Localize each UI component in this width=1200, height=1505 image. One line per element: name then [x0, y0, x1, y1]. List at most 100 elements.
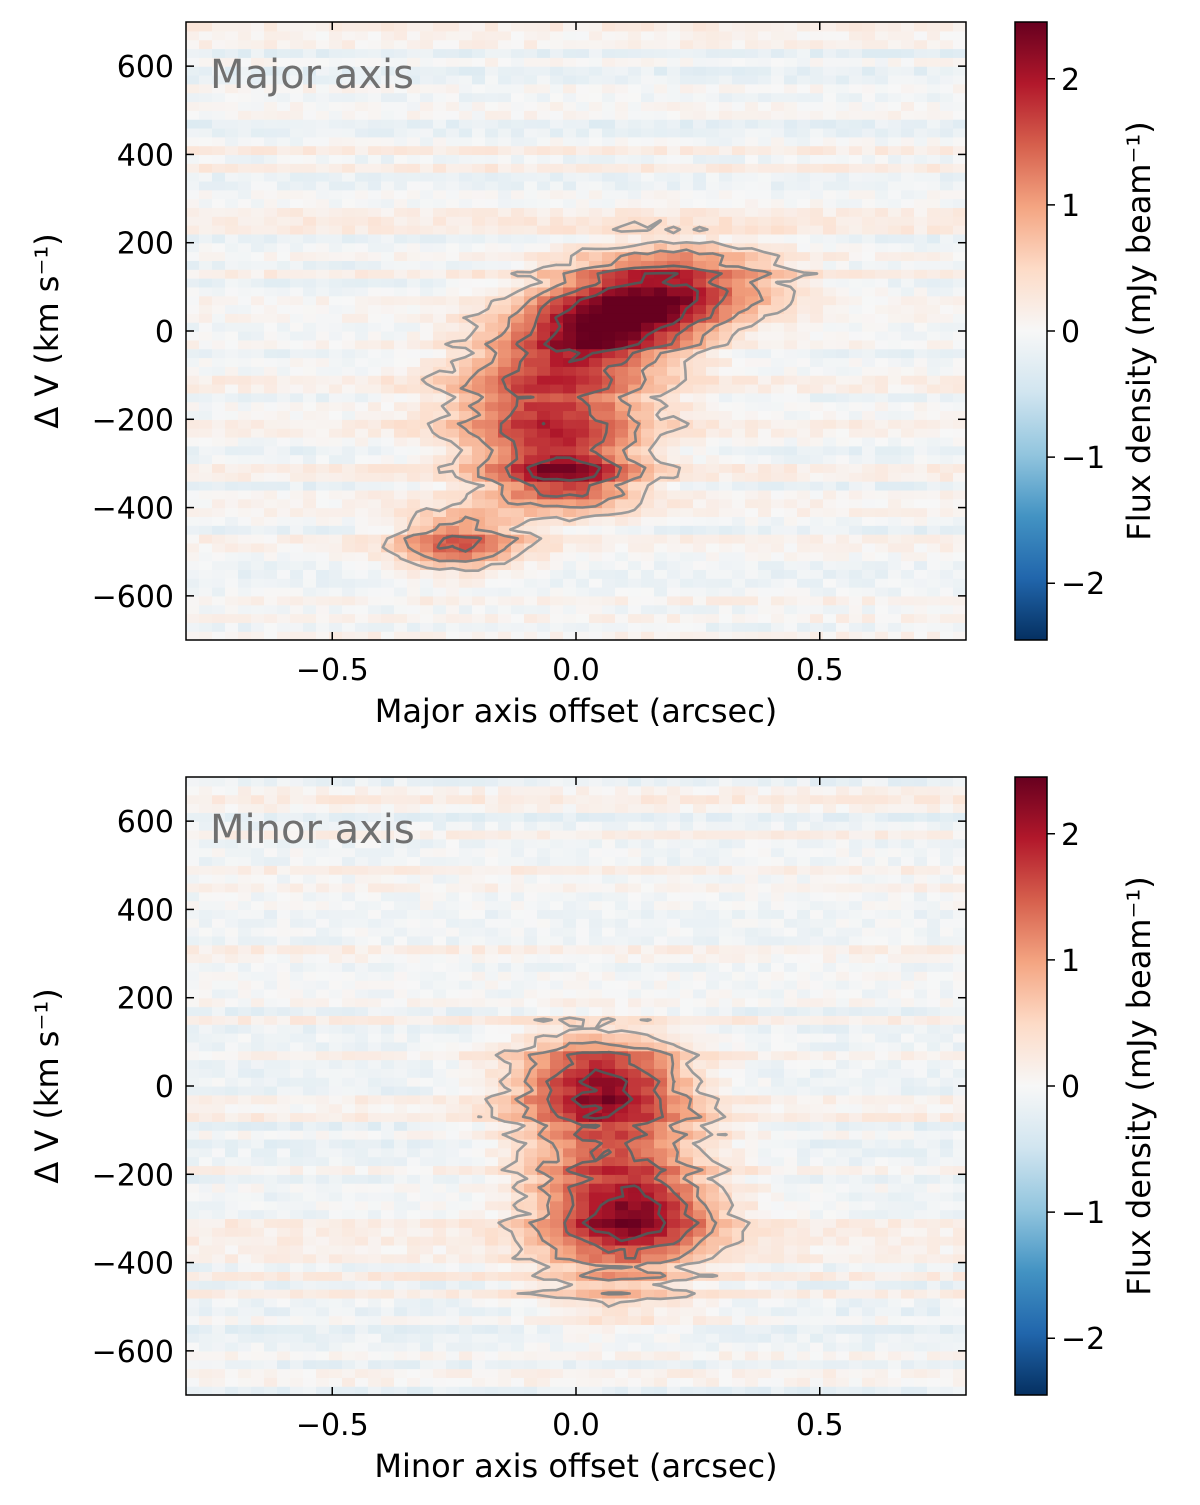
heatmap-cell [498, 489, 512, 500]
heatmap-cell [407, 1350, 421, 1361]
heatmap-cell [615, 472, 629, 482]
heatmap-cell [381, 507, 395, 517]
heatmap-cell [511, 525, 525, 535]
heatmap-cell [810, 39, 824, 50]
heatmap-cell [836, 189, 850, 200]
heatmap-cell [940, 357, 954, 367]
heatmap-cell [589, 22, 603, 32]
heatmap-cell [238, 286, 252, 297]
heatmap-cell [472, 207, 486, 217]
heatmap-cell [563, 613, 577, 623]
heatmap-cell [927, 189, 941, 200]
heatmap-cell [914, 313, 928, 323]
heatmap-cell [251, 207, 265, 217]
heatmap-cell [290, 1342, 304, 1352]
heatmap-cell [953, 489, 966, 500]
heatmap-cell [277, 419, 291, 429]
heatmap-cell [381, 569, 395, 579]
heatmap-cell [862, 534, 876, 544]
heatmap-cell [641, 1377, 655, 1387]
heatmap-cell [667, 587, 681, 597]
heatmap-cell [732, 375, 746, 385]
heatmap-cell [277, 163, 291, 173]
heatmap-cell [849, 127, 863, 138]
heatmap-cell [537, 481, 551, 491]
heatmap-cell [199, 57, 213, 67]
heatmap-cell [680, 1297, 694, 1308]
heatmap-cell [810, 233, 824, 244]
heatmap-cell [810, 1368, 824, 1378]
heatmap-cell [368, 560, 382, 570]
heatmap-cell [212, 481, 226, 491]
heatmap-cell [199, 419, 213, 429]
heatmap-cell [823, 1324, 837, 1334]
heatmap-cell [576, 304, 590, 314]
heatmap-cell [771, 1289, 785, 1299]
heatmap-cell [693, 304, 707, 314]
heatmap-cell [459, 587, 473, 597]
heatmap-cell [667, 198, 681, 208]
heatmap-cell [264, 348, 278, 359]
heatmap-cell [810, 101, 824, 111]
heatmap-cell [524, 101, 538, 111]
heatmap-cell [485, 339, 499, 350]
heatmap-cell [511, 331, 525, 341]
heatmap-cell [277, 454, 291, 465]
heatmap-cell [316, 631, 330, 640]
heatmap-cell [862, 180, 876, 191]
heatmap-cell [732, 313, 746, 323]
heatmap-cell [589, 286, 603, 297]
heatmap-cell [225, 1386, 239, 1395]
heatmap-cell [394, 233, 408, 244]
heatmap-cell [498, 1306, 512, 1317]
heatmap-cell [225, 454, 239, 465]
heatmap-cell [420, 595, 434, 606]
heatmap-cell [342, 604, 356, 615]
heatmap-cell [589, 295, 603, 306]
heatmap-cell [251, 295, 265, 306]
heatmap-cell [732, 516, 746, 526]
heatmap-cell [472, 313, 486, 323]
heatmap-cell [667, 1324, 681, 1334]
heatmap-cell [576, 507, 590, 517]
heatmap-cell [615, 225, 629, 235]
heatmap-cell [862, 286, 876, 297]
heatmap-cell [732, 428, 746, 438]
heatmap-cell [901, 375, 915, 385]
heatmap-cell [589, 463, 603, 473]
heatmap-cell [693, 48, 707, 58]
heatmap-cell [589, 383, 603, 394]
heatmap-cell [407, 622, 421, 632]
heatmap-cell [849, 498, 863, 509]
heatmap-cell [823, 560, 837, 570]
heatmap-cell [797, 313, 811, 323]
heatmap-cell [342, 1350, 356, 1361]
heatmap-cell [953, 560, 966, 570]
heatmap-cell [563, 74, 577, 85]
heatmap-cell [563, 428, 577, 438]
heatmap-cell [823, 525, 837, 535]
heatmap-cell [459, 22, 473, 32]
heatmap-cell [446, 154, 460, 164]
heatmap-cell [420, 472, 434, 482]
heatmap-cell [849, 1359, 863, 1370]
heatmap-cell [264, 507, 278, 517]
heatmap-cell [459, 295, 473, 306]
heatmap-cell [420, 1333, 434, 1343]
heatmap-cell [511, 595, 525, 606]
heatmap-cell [927, 260, 941, 270]
heatmap-cell [316, 604, 330, 615]
heatmap-cell [186, 1289, 200, 1299]
heatmap-cell [680, 92, 694, 103]
heatmap-cell [498, 172, 512, 182]
heatmap-cell [212, 534, 226, 544]
heatmap-cell [316, 304, 330, 314]
heatmap-cell [472, 1350, 486, 1361]
heatmap-cell [446, 516, 460, 526]
heatmap-cell [524, 1342, 538, 1352]
heatmap-cell [316, 154, 330, 164]
heatmap-cell [641, 189, 655, 200]
heatmap-cell [914, 154, 928, 164]
heatmap-cell [615, 454, 629, 465]
heatmap-cell [498, 1342, 512, 1352]
